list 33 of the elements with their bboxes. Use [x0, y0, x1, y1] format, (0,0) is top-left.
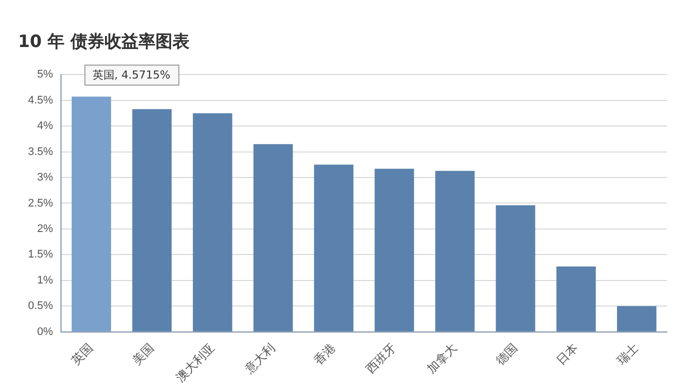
bar: [314, 164, 354, 332]
y-tick-label: 0.5%: [28, 300, 54, 312]
bar: [617, 306, 656, 332]
x-tick-label: 美国: [130, 340, 156, 368]
x-tick-label: 澳大利亚: [173, 340, 218, 384]
annotation: 英国, 4.5715%: [92, 68, 170, 82]
y-tick-label: 5%: [37, 68, 54, 81]
bar: [435, 170, 475, 332]
bar: [192, 113, 232, 332]
chart-title: 10 年 债券收益率图表: [18, 31, 190, 53]
x-tick-label: 香港: [311, 340, 338, 368]
x-tick-label: 英国: [68, 340, 96, 368]
y-tick-label: 4%: [37, 120, 54, 132]
y-tick-label: 1%: [37, 274, 54, 286]
bar: [72, 96, 112, 332]
x-tick-label: 瑞士: [614, 340, 642, 368]
y-tick-label: 1.5%: [28, 248, 54, 261]
y-tick-label: 3%: [37, 172, 54, 184]
y-tick-label: 0%: [37, 326, 54, 338]
y-tick-label: 2.5%: [28, 197, 54, 210]
x-tick-label: 西班牙: [363, 340, 399, 376]
bar: [556, 266, 596, 332]
y-tick-label: 4.5%: [28, 94, 54, 106]
y-tick-label: 3.5%: [28, 146, 54, 158]
x-tick-label: 加拿大: [424, 340, 460, 376]
bar: [132, 109, 172, 332]
bar: [496, 205, 536, 332]
bar: [374, 168, 414, 332]
x-tick-label: 德国: [493, 340, 520, 368]
x-tick-label: 意大利: [242, 340, 278, 377]
y-tick-label: 2%: [37, 222, 54, 235]
x-tick-label: 日本: [554, 340, 581, 368]
bar: [253, 144, 293, 332]
